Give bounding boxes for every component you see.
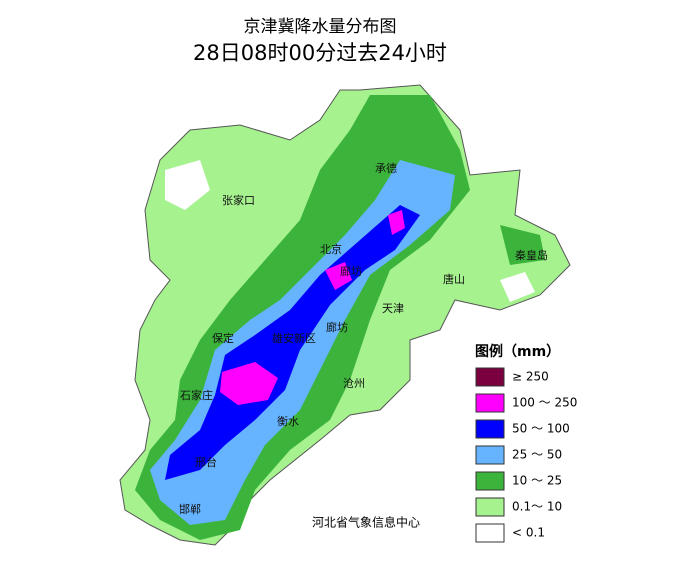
legend-label: < 0.1 — [512, 526, 545, 540]
title: 京津冀降水量分布图 — [244, 17, 397, 37]
legend-label: 50 ～ 100 — [512, 422, 570, 436]
city-label: 承德 — [375, 161, 397, 175]
band-50-100 — [165, 205, 420, 480]
band-10-25 — [500, 225, 545, 265]
legend-label: ≥ 250 — [512, 370, 549, 384]
legend-swatch — [475, 471, 505, 491]
city-label: 邢台 — [195, 455, 217, 469]
city-label: 天津 — [382, 302, 404, 315]
city-label: 唐山 — [443, 272, 465, 286]
legend-title: 图例（mm） — [475, 343, 560, 360]
band-100-250 — [388, 210, 405, 235]
legend-swatch — [475, 523, 505, 543]
city-label: 北京 — [320, 242, 342, 256]
legend-swatch — [475, 445, 505, 465]
legend-swatch — [475, 497, 505, 517]
legend-label: 25 ～ 50 — [512, 448, 562, 462]
legend-label: 0.1～ 10 — [512, 500, 562, 514]
legend-swatch — [475, 367, 505, 387]
legend-label: 100 ～ 250 — [512, 396, 577, 410]
dry-patch — [165, 160, 210, 210]
city-label: 张家口 — [222, 193, 255, 207]
legend: ≥ 250 100 ～ 250 50 ～ 100 25 ～ 50 10 ～ 25 0.1～… — [475, 367, 577, 543]
map — [119, 84, 571, 546]
city-label: 保定 — [212, 331, 234, 345]
city-label: 秦皇岛 — [515, 248, 548, 262]
credit: 河北省气象信息中心 — [312, 515, 420, 530]
city-label: 衡水 — [277, 415, 299, 428]
band-100-250 — [220, 362, 278, 405]
subtitle: 28日08时00分过去24小时 — [193, 41, 447, 65]
city-label: 沧州 — [343, 376, 365, 390]
legend-swatch — [475, 419, 505, 439]
city-label: 雄安新区 — [272, 331, 316, 345]
city-label: 石家庄 — [180, 388, 213, 402]
legend-swatch — [475, 393, 505, 413]
band-100-250 — [325, 262, 352, 290]
city-label: 廊坊 — [340, 264, 362, 278]
city-label: 廊坊 — [326, 320, 348, 334]
dry-patch — [500, 272, 535, 302]
legend-label: 10 ～ 25 — [512, 474, 562, 488]
city-labels: 承德 张家口 秦皇岛 北京 廊坊 唐山 天津 保定 雄安新区 廊坊 沧州 石家庄… — [179, 161, 548, 516]
city-label: 邯郸 — [179, 502, 201, 516]
